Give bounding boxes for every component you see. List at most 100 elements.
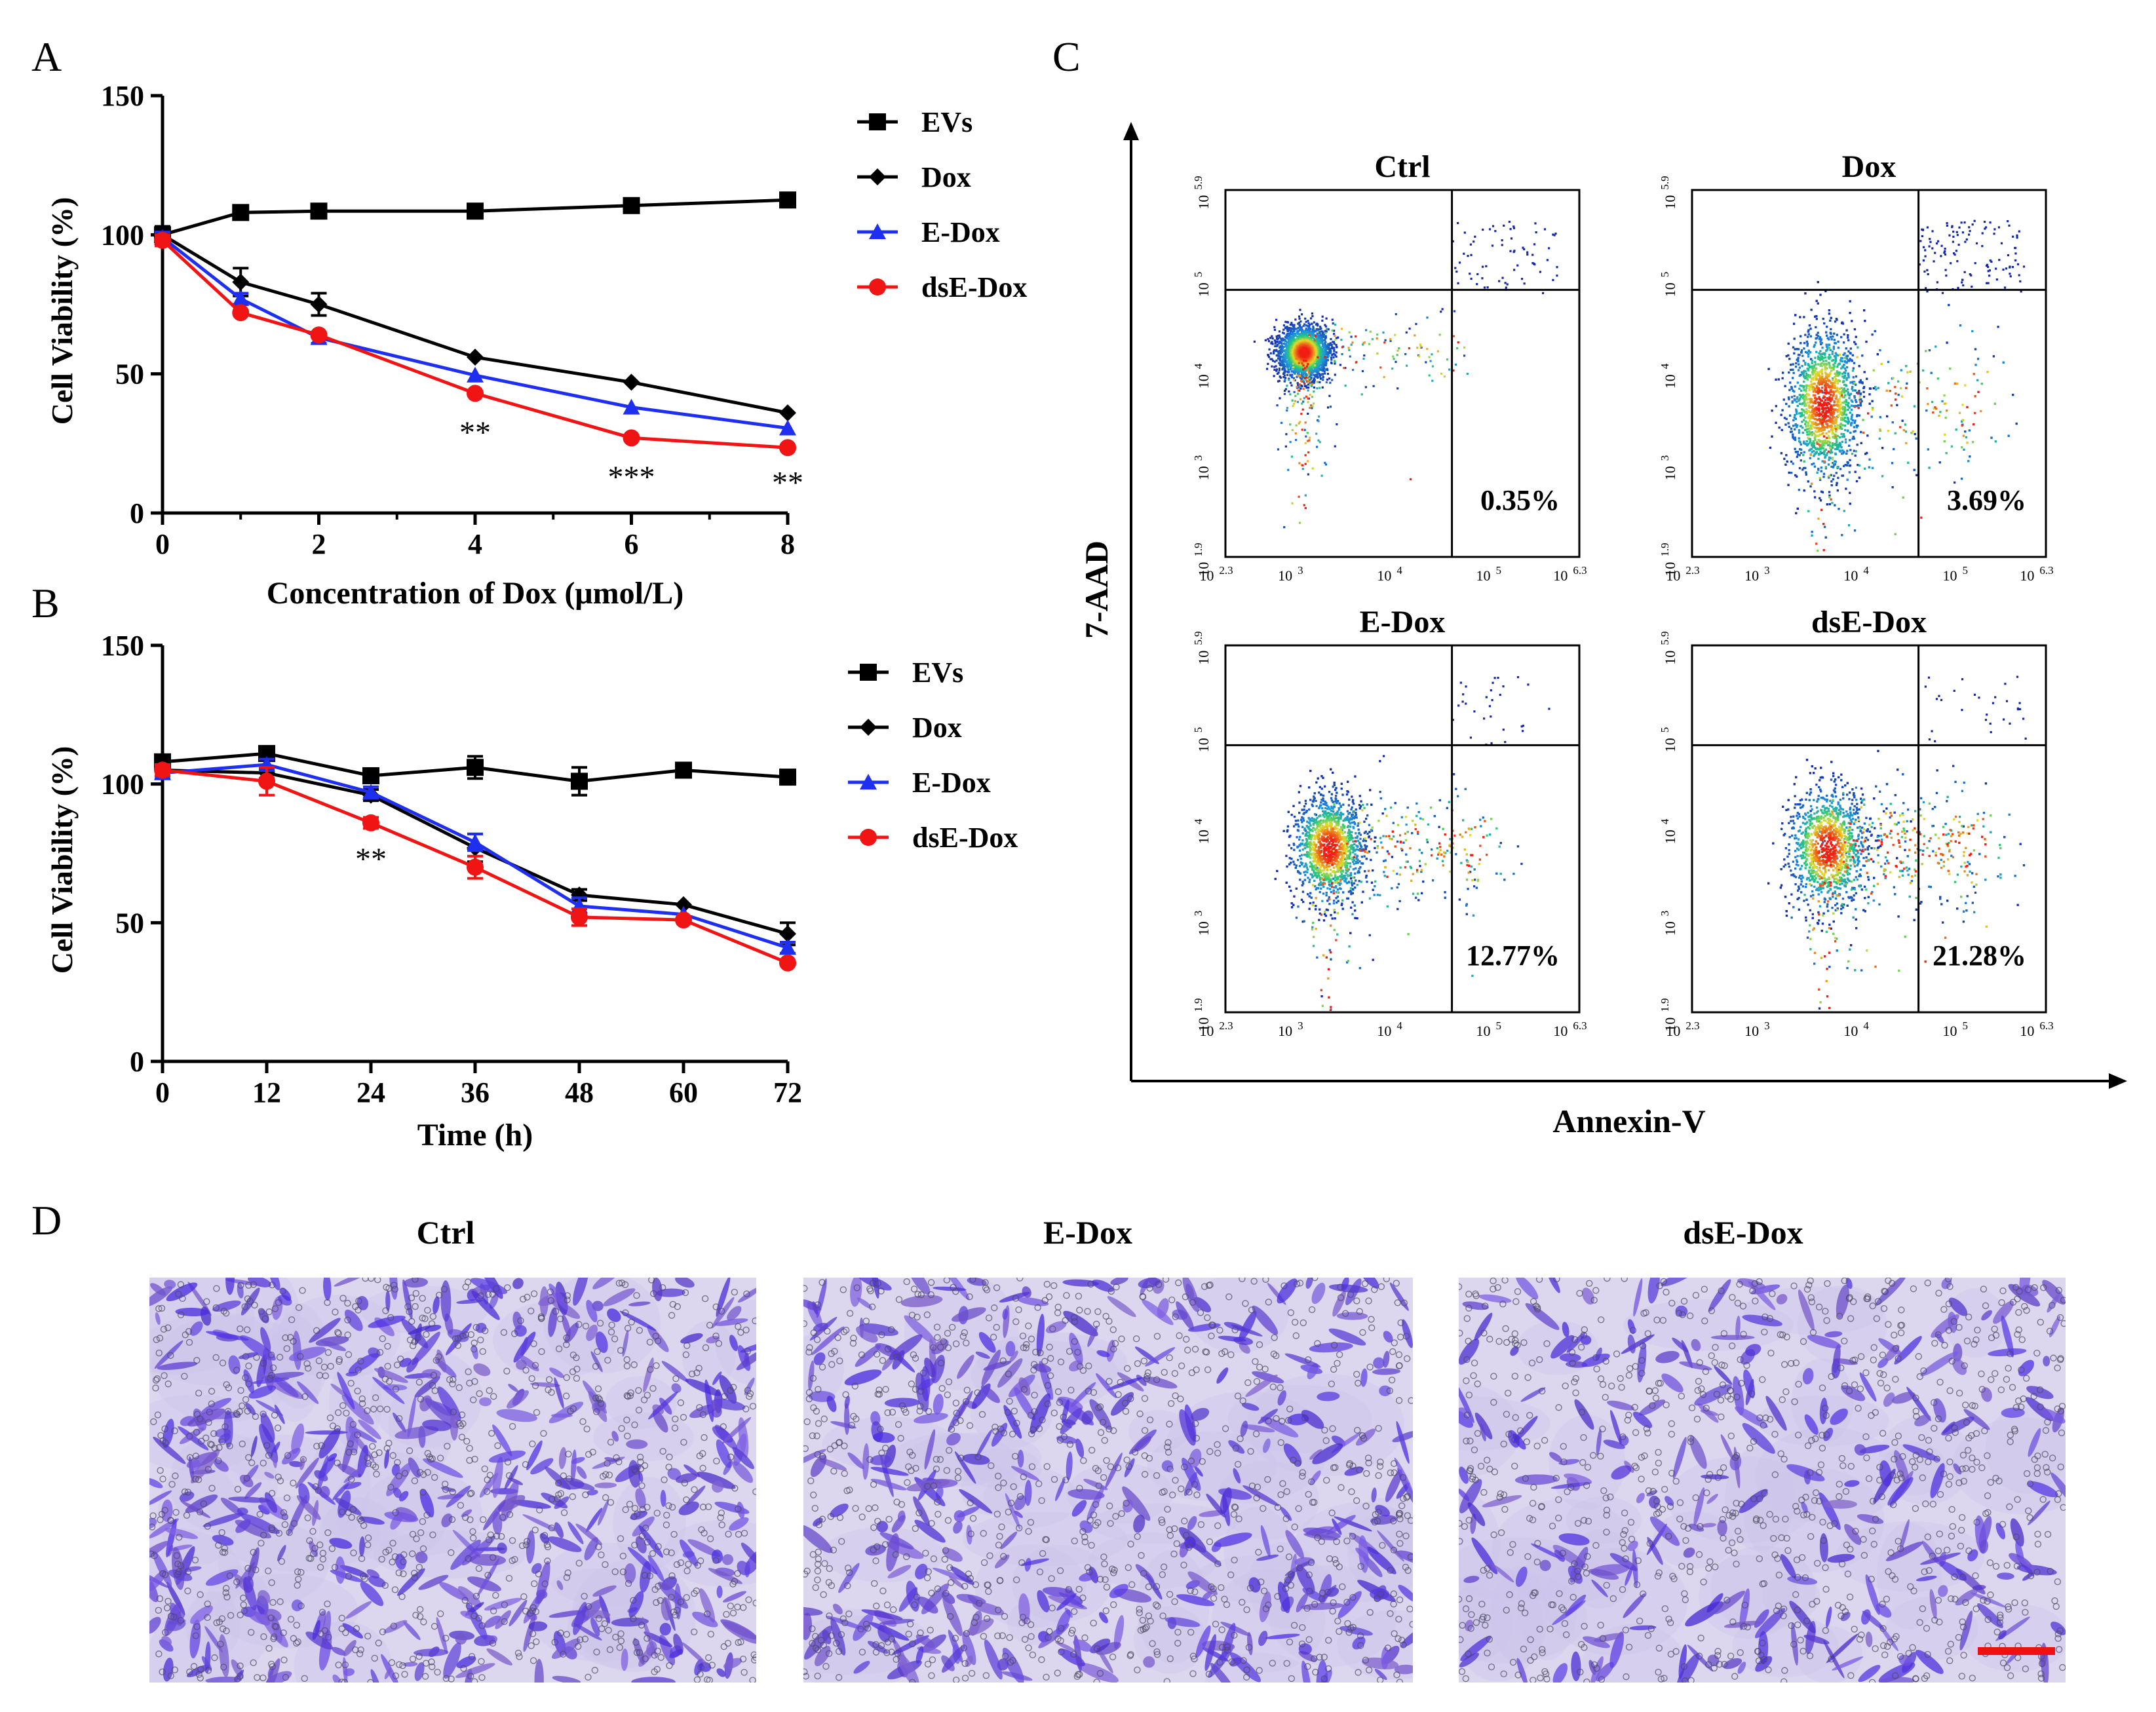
flow-plot-title: Dox — [1842, 149, 1896, 184]
data-point — [154, 231, 171, 249]
legend-label: E-Dox — [912, 767, 991, 799]
legend-marker — [869, 223, 886, 239]
flow-y-tick-label: 104 — [1192, 363, 1212, 389]
data-point — [779, 419, 796, 436]
x-tick-label: 8 — [780, 528, 795, 560]
panel-letter-a: A — [31, 33, 62, 80]
flow-y-tick-label: 101.9 — [1659, 998, 1678, 1031]
data-point — [779, 954, 796, 972]
flow-x-tick-label: 10 5 — [1476, 1019, 1502, 1039]
y-tick-label: 0 — [130, 497, 144, 529]
legend-label: Dox — [912, 712, 962, 744]
legend-marker — [869, 278, 886, 295]
data-point — [779, 191, 796, 209]
x-tick-label: 4 — [468, 528, 482, 560]
significance-annotation: ** — [772, 465, 803, 500]
flow-x-tick-label: 10 3 — [1278, 1019, 1303, 1039]
flow-x-tick-label: 10 5 — [1943, 564, 1969, 584]
flow-y-tick-label: 105 — [1659, 727, 1678, 753]
flow-x-axis-label: Annexin-V — [1552, 1103, 1705, 1139]
flow-y-tick-label: 105.9 — [1659, 176, 1678, 209]
data-point — [467, 833, 484, 850]
data-point — [362, 814, 379, 831]
flow-y-tick-label: 103 — [1659, 911, 1678, 936]
flow-plot-title: Ctrl — [1374, 149, 1430, 184]
data-point — [232, 304, 250, 322]
flow-x-tick-label: 10 2.3 — [1199, 1019, 1233, 1039]
data-point — [623, 373, 640, 391]
legend-marker — [860, 829, 877, 846]
flow-y-axis-label: 7-AAD — [1078, 541, 1115, 639]
data-point — [675, 896, 692, 913]
legend-label: Dox — [921, 161, 971, 193]
series-e-dox — [154, 229, 796, 436]
flow-y-tick-label: 103 — [1659, 455, 1678, 481]
legend-item-dox: Dox — [857, 161, 971, 193]
flow-percent-label: 3.69% — [1947, 484, 2026, 516]
x-tick-label: 2 — [312, 528, 326, 560]
y-tick-label: 50 — [115, 907, 144, 939]
x-tick-label: 60 — [669, 1076, 698, 1109]
data-point — [310, 202, 328, 220]
data-point — [779, 404, 796, 422]
flow-scatter-dots — [1253, 220, 1558, 529]
data-point — [571, 908, 588, 926]
series-line — [161, 238, 788, 449]
flow-x-tick-label: 10 6.3 — [1553, 1019, 1587, 1039]
x-axis-label: Concentration of Dox (μmol/L) — [267, 576, 683, 611]
flow-plot-dox: Dox 3.69% 10 2.3 10 3 10 4 10 5 10 6.3 101.9 103 104 10… — [1659, 149, 2054, 584]
x-axis-label: Time (h) — [417, 1118, 533, 1152]
flow-cytometry-panel: 7-AAD Annexin-V Ctrl 0.35% 10 2.3 10 3 10 4 10 5 1… — [1078, 122, 2127, 1139]
flow-x-tick-label: 10 4 — [1843, 564, 1869, 584]
flow-scatter-dots — [1274, 675, 1550, 1011]
data-point — [623, 398, 640, 415]
x-tick-label: 72 — [773, 1076, 802, 1109]
legend-label: EVs — [921, 106, 972, 138]
data-point — [310, 295, 328, 313]
legend-label: dsE-Dox — [912, 822, 1018, 854]
legend-item-evs: EVs — [848, 656, 963, 689]
flow-x-tick-label: 10 3 — [1278, 564, 1303, 584]
flow-x-tick-label: 10 3 — [1744, 1019, 1770, 1039]
data-point — [779, 925, 796, 943]
flow-plot-ctrl: Ctrl 0.35% 10 2.3 10 3 10 4 10 5 10 6.3 101.9 103 104 1… — [1192, 149, 1587, 584]
series-line — [161, 236, 788, 430]
y-axis-label: Cell Viability (%) — [45, 746, 79, 974]
scale-bar — [1978, 1647, 2055, 1655]
flow-plot-title: E-Dox — [1360, 605, 1446, 639]
data-point — [467, 759, 484, 776]
micrograph-title-dsedox: dsE-Dox — [1683, 1214, 1803, 1251]
flow-plot-frame — [1691, 189, 2047, 558]
y-tick-label: 0 — [130, 1046, 144, 1078]
flow-x-tick-label: 10 6.3 — [2020, 1019, 2053, 1039]
series-dse-dox — [154, 761, 796, 972]
panel-letter-d: D — [31, 1197, 62, 1244]
legend-marker — [860, 774, 877, 789]
flow-y-tick-label: 101.9 — [1192, 998, 1212, 1031]
flow-scatter-dots — [1767, 219, 2026, 552]
data-point — [362, 767, 379, 784]
data-point — [467, 202, 484, 220]
line-chart-b: 0 50 100 150 0 12 24 36 48 60 72 Time (h) Cell Viabi… — [45, 630, 1018, 1152]
flow-y-tick-label: 104 — [1192, 818, 1212, 844]
flow-plot-frame — [1224, 644, 1581, 1014]
y-tick-label: 150 — [101, 630, 144, 662]
flow-y-tick-label: 104 — [1659, 363, 1678, 389]
flow-x-tick-label: 10 2.3 — [1199, 564, 1233, 584]
legend-label: EVs — [912, 656, 963, 689]
x-tick-label: 6 — [625, 528, 639, 560]
line-chart-a: 0 50 100 150 0 2 4 6 8 Concentration of Dox (μmol… — [45, 80, 1027, 611]
data-point — [232, 290, 250, 307]
flow-x-tick-label: 10 6.3 — [2020, 564, 2053, 584]
flow-y-tick-label: 105 — [1659, 272, 1678, 297]
flow-y-tick-label: 105.9 — [1659, 631, 1678, 664]
legend-marker — [860, 719, 877, 736]
legend-marker — [869, 168, 886, 185]
significance-annotation: ** — [459, 415, 491, 450]
flow-x-tick-label: 10 4 — [1843, 1019, 1869, 1039]
x-tick-label: 36 — [461, 1076, 490, 1109]
data-point — [232, 273, 250, 291]
series-evs — [154, 191, 796, 245]
data-point — [467, 349, 484, 366]
